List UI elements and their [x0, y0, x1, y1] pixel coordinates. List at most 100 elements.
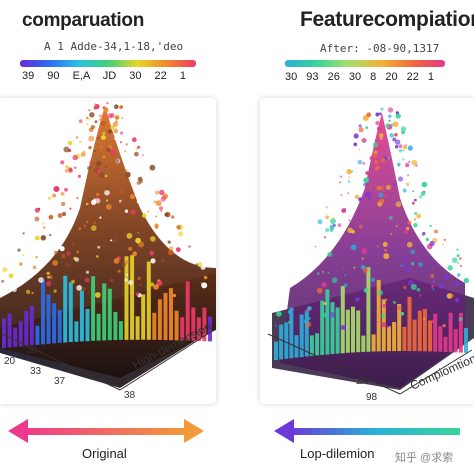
scatter-dot — [291, 311, 294, 313]
scatter-dot — [377, 163, 380, 166]
scatter-dot — [321, 282, 327, 288]
scatter-dot — [63, 146, 70, 153]
scatter-dot — [135, 184, 142, 190]
scatter-dot — [346, 169, 352, 175]
bar — [202, 307, 207, 342]
bar — [274, 341, 278, 360]
bar — [417, 310, 422, 352]
right-arrow-label: Lop-dilemion — [300, 446, 375, 461]
scatter-dot — [381, 314, 386, 318]
bar — [7, 313, 12, 348]
scatter-dot — [105, 187, 109, 191]
scatter-dot — [405, 162, 410, 168]
scatter-dot — [410, 249, 416, 255]
scatter-dot — [130, 209, 136, 215]
scatter-dot — [114, 115, 120, 120]
scatter-dot — [366, 112, 372, 118]
bar — [102, 283, 107, 341]
scatter-dot — [31, 292, 34, 295]
scatter-dot — [369, 186, 372, 189]
scatter-dot — [68, 168, 73, 173]
scatter-dot — [153, 200, 157, 204]
bar — [289, 307, 294, 359]
scatter-dot — [98, 172, 105, 178]
scatter-dot — [379, 112, 382, 116]
scatter-dot — [389, 133, 394, 138]
scatter-dot — [73, 144, 80, 151]
scatter-dot — [337, 223, 342, 227]
bar — [57, 309, 62, 343]
bar — [68, 282, 73, 343]
scatter-dot — [397, 162, 401, 166]
scatter-dot — [88, 109, 91, 112]
bar — [141, 294, 146, 340]
bar — [24, 310, 29, 346]
scatter-dot — [161, 258, 165, 263]
bar — [196, 317, 201, 341]
scatter-dot — [85, 270, 90, 274]
scatter-dot — [121, 117, 124, 119]
scatter-dot — [365, 171, 370, 175]
scatter-dot — [385, 123, 391, 129]
scatter-dot — [1, 279, 5, 283]
scatter-dot — [137, 145, 141, 149]
scatter-dot — [39, 200, 42, 204]
left-axis-label-d: 30 — [26, 345, 38, 356]
bar — [299, 314, 304, 358]
scatter-dot — [106, 102, 109, 105]
scatter-dot — [407, 145, 413, 151]
scatter-dot — [150, 258, 156, 264]
scatter-dot — [58, 166, 61, 169]
scatter-dot — [363, 141, 366, 143]
scatter-dot — [376, 321, 379, 323]
scatter-dot — [72, 154, 78, 161]
scatter-dot — [128, 246, 133, 251]
scatter-dot — [376, 126, 382, 131]
scatter-dot — [52, 193, 56, 198]
scatter-dot — [69, 207, 72, 210]
bar — [387, 326, 391, 352]
scatter-dot — [348, 176, 350, 179]
scatter-dot — [64, 187, 68, 192]
scatter-dot — [403, 285, 407, 290]
scatter-dot — [119, 199, 122, 203]
scatter-dot — [354, 194, 360, 199]
scatter-dot — [421, 181, 428, 188]
scatter-dot — [458, 317, 463, 322]
bar — [169, 288, 173, 341]
scatter-dot — [411, 262, 415, 266]
scatter-dot — [397, 176, 404, 182]
scatter-dot — [177, 231, 184, 237]
scatter-dot — [124, 150, 127, 153]
bar — [130, 255, 135, 340]
bar — [124, 256, 129, 340]
scatter-dot — [402, 263, 407, 268]
scatter-dot — [117, 205, 120, 208]
right-plot-panel: 2A Compiomtion 98 — [260, 98, 474, 404]
scatter-dot — [200, 282, 203, 284]
bar — [157, 299, 162, 340]
scatter-dot — [96, 255, 99, 258]
scatter-dot — [91, 225, 97, 231]
right-corner-number: 98 — [366, 392, 378, 403]
scatter-dot — [90, 125, 95, 130]
scatter-dot — [105, 203, 112, 210]
bar — [371, 334, 376, 352]
scatter-dot — [322, 270, 324, 273]
scatter-dot — [197, 262, 203, 268]
scatter-dot — [343, 283, 348, 288]
scatter-dot — [425, 237, 429, 242]
scatter-dot — [137, 232, 140, 234]
scatter-dot — [42, 222, 45, 225]
left-title: comparuation — [22, 10, 145, 31]
right-dots — [274, 107, 469, 330]
scatter-dot — [384, 298, 388, 302]
scatter-dot — [109, 113, 115, 118]
scatter-dot — [363, 177, 369, 184]
scatter-dot — [142, 213, 147, 218]
scatter-dot — [376, 144, 382, 150]
left-colorbar-ticks: 39 90 E,A JD 30 22 1 — [22, 70, 186, 82]
scatter-dot — [382, 189, 385, 192]
scatter-dot — [99, 118, 102, 121]
scatter-dot — [111, 183, 114, 186]
